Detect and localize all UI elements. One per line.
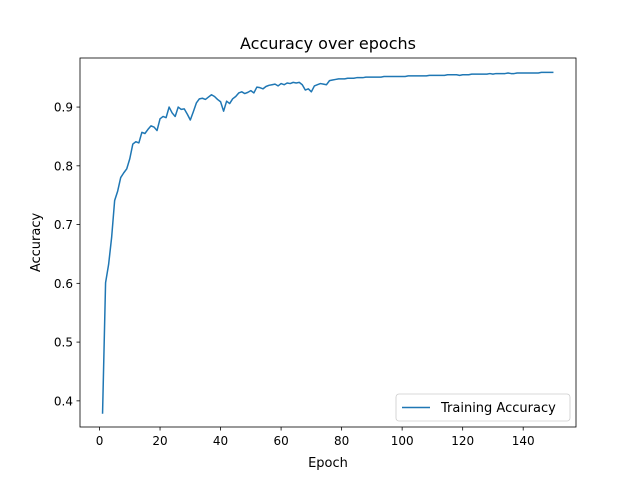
x-tick-label: 100 [391, 434, 414, 448]
y-axis-label: Accuracy [29, 213, 44, 273]
y-tick-label: 0.9 [54, 101, 73, 115]
chart-title: Accuracy over epochs [240, 34, 416, 53]
x-axis-label: Epoch [308, 456, 348, 471]
legend-box [395, 393, 571, 422]
x-tick-label: 20 [152, 434, 167, 448]
y-axis-ticks: 0.4 0.5 0.6 0.7 0.8 0.9 [54, 101, 80, 408]
x-tick-label: 120 [451, 434, 474, 448]
x-tick-label: 80 [334, 434, 349, 448]
plot-area [101, 71, 554, 414]
x-tick-label: 0 [96, 434, 104, 448]
y-tick-label: 0.5 [54, 336, 73, 350]
legend: Training Accuracy [395, 393, 571, 422]
y-tick-label: 0.8 [54, 159, 73, 173]
x-tick-label: 40 [213, 434, 228, 448]
y-tick-label: 0.7 [54, 218, 73, 232]
x-tick-label: 60 [273, 434, 288, 448]
series-line-0 [101, 71, 554, 414]
axes-frame [79, 57, 577, 428]
x-tick-label: 140 [512, 434, 535, 448]
legend-label: Training Accuracy [440, 401, 556, 416]
y-tick-label: 0.4 [54, 394, 73, 408]
y-tick-label: 0.6 [54, 277, 73, 291]
x-axis-ticks: 0 20 40 60 80 100 120 140 [96, 427, 535, 448]
